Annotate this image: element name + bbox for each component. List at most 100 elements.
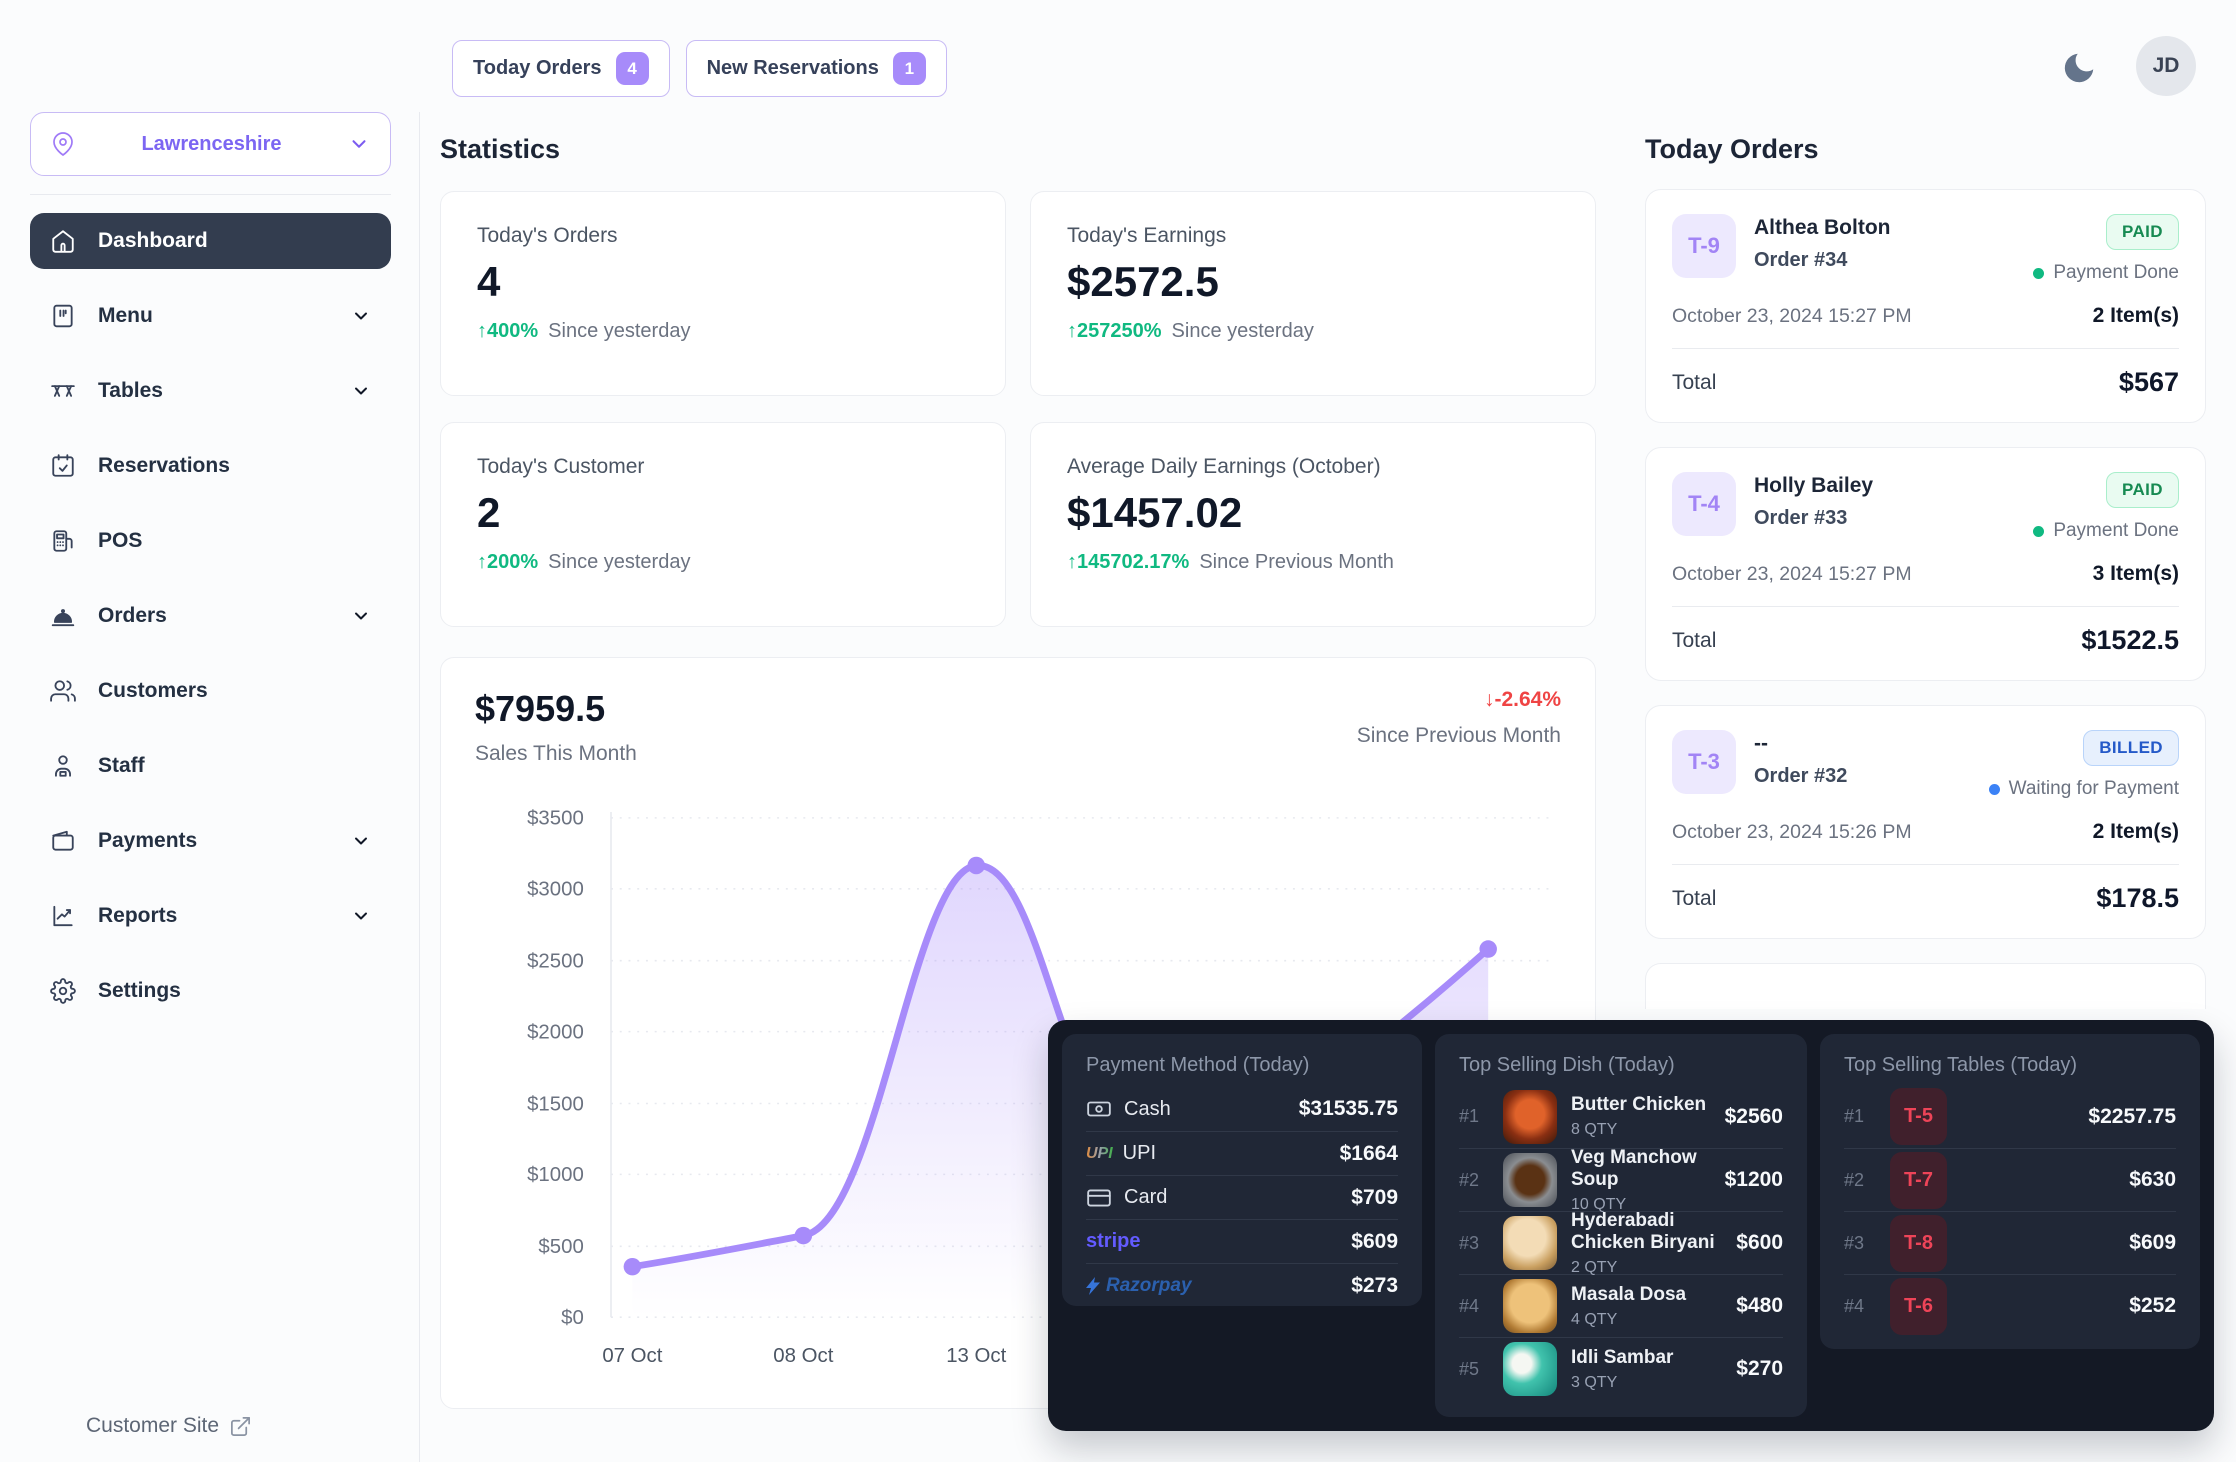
order-card[interactable]: T-3 -- Order #32 BILLED Waiting for Paym… [1645,705,2206,939]
table-badge: T-3 [1672,730,1736,794]
stat-delta-up: ↑400% [477,320,539,342]
table-amount: $252 [2129,1294,2176,1317]
order-total-value: $1522.5 [2081,625,2179,655]
payment-amount: $31535.75 [1298,1097,1398,1120]
chevron-down-icon [351,606,371,626]
new-reservations-button-label: New Reservations [706,57,879,79]
dish-photo [1503,1342,1557,1396]
dish-name: Hyderabadi Chicken Biryani [1571,1209,1715,1253]
stat-period: Since yesterday [548,551,691,573]
home-icon [50,228,76,254]
order-customer: Holly Bailey [1754,474,1874,497]
location-selector[interactable]: Lawrenceshire [30,112,391,176]
stripe-logo-icon: stripe [1086,1230,1141,1252]
payment-status-note: Payment Done [2053,520,2179,541]
table-amount: $609 [2129,1231,2176,1254]
svg-text:08 Oct: 08 Oct [773,1345,833,1367]
sidebar-item-menu[interactable]: Menu [30,288,391,344]
sidebar-item-tables[interactable]: Tables [30,363,391,419]
statistics-grid: Today's Orders 4 ↑400% Since yesterday T… [440,191,1596,627]
menu-book-icon [50,303,76,329]
sidebar-item-reservations[interactable]: Reservations [30,438,391,494]
external-link-icon [229,1415,252,1438]
svg-text:13 Oct: 13 Oct [946,1345,1006,1367]
order-card-divider [1672,606,2179,607]
status-badge-billed: BILLED [2083,730,2179,766]
sidebar-item-settings[interactable]: Settings [30,963,391,1019]
stat-delta-up: ↑200% [477,551,539,573]
sidebar-item-label: Reservations [98,454,230,477]
sidebar-item-pos[interactable]: POS [30,513,391,569]
chart-trend-icon [50,903,76,929]
sidebar-item-label: Menu [98,304,153,327]
new-reservations-button[interactable]: New Reservations 1 [685,40,947,97]
table-row: #3 T-8 $609 [1844,1211,2176,1274]
dish-rank: #5 [1459,1358,1480,1379]
payment-row-razorpay: Razorpay $273 [1086,1263,1398,1307]
sidebar-item-reports[interactable]: Reports [30,888,391,944]
today-orders-button[interactable]: Today Orders 4 [452,40,670,97]
stat-card-todays-earnings: Today's Earnings $2572.5 ↑257250% Since … [1030,191,1596,396]
today-orders-button-label: Today Orders [473,57,602,79]
table-badge-red: T-7 [1890,1151,1947,1209]
sales-delta-down: ↓-2.64% [1483,688,1561,711]
order-customer: Althea Bolton [1754,216,1891,239]
sidebar-item-label: Reports [98,904,178,927]
pos-terminal-icon [50,528,76,554]
chevron-down-icon [351,906,371,926]
sales-delta-period: Since Previous Month [1356,724,1561,747]
dish-name: Idli Sambar [1571,1346,1674,1368]
sidebar-item-label: Tables [98,379,163,402]
today-orders-panel: Today Orders T-9 Althea Bolton Order #34… [1645,134,2206,1009]
order-datetime: October 23, 2024 15:27 PM [1672,562,1912,585]
payment-method-label: Card [1124,1186,1168,1208]
order-total-label: Total [1672,886,1717,910]
order-card[interactable]: T-9 Althea Bolton Order #34 PAID Payment… [1645,189,2206,423]
table-badge-red: T-8 [1890,1214,1947,1272]
top-tables-heading: Top Selling Tables (Today) [1844,1054,2078,1076]
today-orders-count-badge: 4 [615,52,649,85]
table-row: #2 T-7 $630 [1844,1148,2176,1211]
order-total-label: Total [1672,628,1717,652]
payment-row-cash: Cash $31535.75 [1086,1087,1398,1131]
stat-title: Average Daily Earnings (October) [1067,455,1381,478]
table-rank: #2 [1844,1169,1865,1190]
svg-text:$1500: $1500 [527,1093,584,1115]
sidebar-item-label: Customers [98,679,208,702]
sidebar-item-label: Staff [98,754,145,777]
stat-period: Since yesterday [548,320,691,342]
order-number: Order #34 [1754,249,1848,271]
order-card[interactable]: T-4 Holly Bailey Order #33 PAID Payment … [1645,447,2206,681]
table-rank: #1 [1844,1106,1865,1126]
sidebar-item-label: Settings [98,979,181,1002]
dish-rank: #1 [1459,1106,1480,1126]
order-item-count: 3 Item(s) [2092,562,2179,585]
payment-method-panel: Payment Method (Today) Cash $31535.75 UP… [1062,1034,1422,1306]
payment-method-label: Cash [1124,1097,1171,1120]
payment-row-card: Card $709 [1086,1175,1398,1219]
order-total-value: $178.5 [2096,883,2179,913]
customer-site-link[interactable]: Customer Site [86,1414,252,1438]
svg-text:07 Oct: 07 Oct [602,1345,662,1367]
sidebar-item-payments[interactable]: Payments [30,813,391,869]
top-dish-heading: Top Selling Dish (Today) [1459,1054,1675,1076]
table-row: #4 T-6 $252 [1844,1274,2176,1337]
dark-mode-toggle[interactable] [2060,46,2104,90]
sidebar-item-label: Dashboard [98,229,208,252]
sidebar-item-dashboard[interactable]: Dashboard [30,213,391,269]
top-selling-tables-panel: Top Selling Tables (Today) #1 T-5 $2257.… [1820,1034,2200,1349]
new-reservations-count-badge: 1 [892,52,926,85]
sidebar-item-orders[interactable]: Orders [30,588,391,644]
status-badge-paid: PAID [2106,214,2179,250]
dish-row: #3 Hyderabadi Chicken Biryani 2 QTY $600 [1459,1209,1783,1276]
table-row: #1 T-5 $2257.75 [1844,1085,2176,1148]
svg-text:$500: $500 [538,1236,583,1258]
sidebar-item-staff[interactable]: Staff [30,738,391,794]
chevron-down-icon [351,831,371,851]
stat-value: 4 [477,258,501,305]
sidebar-item-customers[interactable]: Customers [30,663,391,719]
dish-name: Masala Dosa [1571,1283,1687,1305]
today-insights-overlay: Payment Method (Today) Cash $31535.75 UP… [1048,1020,2214,1431]
user-avatar[interactable]: JD [2136,36,2196,96]
